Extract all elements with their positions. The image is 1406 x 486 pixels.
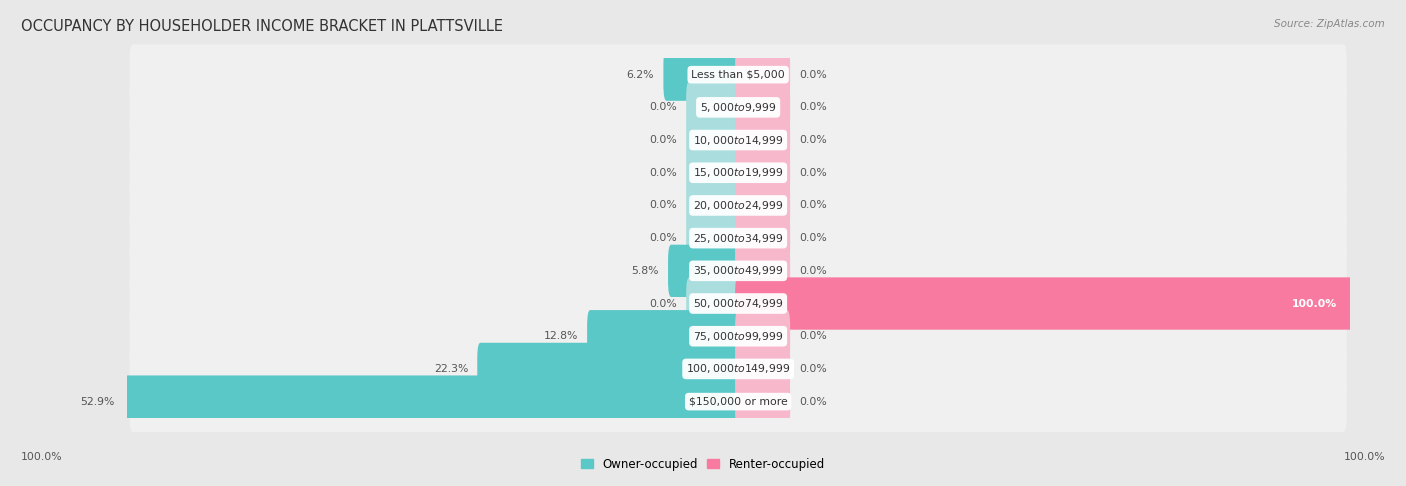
Text: 0.0%: 0.0% <box>799 331 827 341</box>
Text: 0.0%: 0.0% <box>799 200 827 210</box>
Text: 0.0%: 0.0% <box>799 266 827 276</box>
FancyBboxPatch shape <box>686 212 741 264</box>
FancyBboxPatch shape <box>735 49 790 101</box>
FancyBboxPatch shape <box>735 376 790 428</box>
Text: 22.3%: 22.3% <box>433 364 468 374</box>
FancyBboxPatch shape <box>735 81 790 134</box>
Text: 12.8%: 12.8% <box>544 331 578 341</box>
FancyBboxPatch shape <box>129 44 1347 105</box>
Text: $150,000 or more: $150,000 or more <box>689 397 787 407</box>
Text: 5.8%: 5.8% <box>631 266 659 276</box>
Text: Source: ZipAtlas.com: Source: ZipAtlas.com <box>1274 19 1385 30</box>
FancyBboxPatch shape <box>124 376 741 428</box>
FancyBboxPatch shape <box>477 343 741 395</box>
FancyBboxPatch shape <box>129 175 1347 236</box>
FancyBboxPatch shape <box>129 110 1347 171</box>
Text: 0.0%: 0.0% <box>799 103 827 112</box>
FancyBboxPatch shape <box>686 179 741 232</box>
Text: $20,000 to $24,999: $20,000 to $24,999 <box>693 199 783 212</box>
FancyBboxPatch shape <box>129 339 1347 399</box>
Text: 6.2%: 6.2% <box>627 69 654 80</box>
FancyBboxPatch shape <box>686 81 741 134</box>
Text: 0.0%: 0.0% <box>799 364 827 374</box>
Text: 100.0%: 100.0% <box>1343 452 1385 462</box>
Text: $35,000 to $49,999: $35,000 to $49,999 <box>693 264 783 278</box>
FancyBboxPatch shape <box>735 147 790 199</box>
Text: 100.0%: 100.0% <box>1292 298 1337 309</box>
FancyBboxPatch shape <box>129 306 1347 366</box>
FancyBboxPatch shape <box>735 278 1353 330</box>
FancyBboxPatch shape <box>735 343 790 395</box>
Text: $75,000 to $99,999: $75,000 to $99,999 <box>693 330 783 343</box>
FancyBboxPatch shape <box>686 278 741 330</box>
Text: $100,000 to $149,999: $100,000 to $149,999 <box>686 363 790 375</box>
FancyBboxPatch shape <box>735 244 790 297</box>
FancyBboxPatch shape <box>735 310 790 363</box>
Text: 0.0%: 0.0% <box>650 200 678 210</box>
Text: $50,000 to $74,999: $50,000 to $74,999 <box>693 297 783 310</box>
Text: OCCUPANCY BY HOUSEHOLDER INCOME BRACKET IN PLATTSVILLE: OCCUPANCY BY HOUSEHOLDER INCOME BRACKET … <box>21 19 503 35</box>
Text: $15,000 to $19,999: $15,000 to $19,999 <box>693 166 783 179</box>
FancyBboxPatch shape <box>664 49 741 101</box>
Text: $5,000 to $9,999: $5,000 to $9,999 <box>700 101 776 114</box>
FancyBboxPatch shape <box>588 310 741 363</box>
FancyBboxPatch shape <box>735 212 790 264</box>
Text: 0.0%: 0.0% <box>799 233 827 243</box>
FancyBboxPatch shape <box>129 142 1347 203</box>
Text: 0.0%: 0.0% <box>799 135 827 145</box>
FancyBboxPatch shape <box>129 241 1347 301</box>
FancyBboxPatch shape <box>129 371 1347 432</box>
FancyBboxPatch shape <box>735 179 790 232</box>
FancyBboxPatch shape <box>686 147 741 199</box>
FancyBboxPatch shape <box>129 77 1347 138</box>
Text: 0.0%: 0.0% <box>799 397 827 407</box>
FancyBboxPatch shape <box>735 114 790 166</box>
Text: 0.0%: 0.0% <box>650 135 678 145</box>
Text: 100.0%: 100.0% <box>21 452 63 462</box>
Text: Less than $5,000: Less than $5,000 <box>692 69 785 80</box>
Text: 0.0%: 0.0% <box>650 233 678 243</box>
FancyBboxPatch shape <box>668 244 741 297</box>
Text: 0.0%: 0.0% <box>799 69 827 80</box>
Text: 52.9%: 52.9% <box>80 397 114 407</box>
Text: $10,000 to $14,999: $10,000 to $14,999 <box>693 134 783 147</box>
Text: 0.0%: 0.0% <box>799 168 827 178</box>
FancyBboxPatch shape <box>129 273 1347 334</box>
Text: $25,000 to $34,999: $25,000 to $34,999 <box>693 232 783 244</box>
Legend: Owner-occupied, Renter-occupied: Owner-occupied, Renter-occupied <box>576 453 830 475</box>
Text: 0.0%: 0.0% <box>650 168 678 178</box>
FancyBboxPatch shape <box>686 114 741 166</box>
FancyBboxPatch shape <box>129 208 1347 269</box>
Text: 0.0%: 0.0% <box>650 298 678 309</box>
Text: 0.0%: 0.0% <box>650 103 678 112</box>
